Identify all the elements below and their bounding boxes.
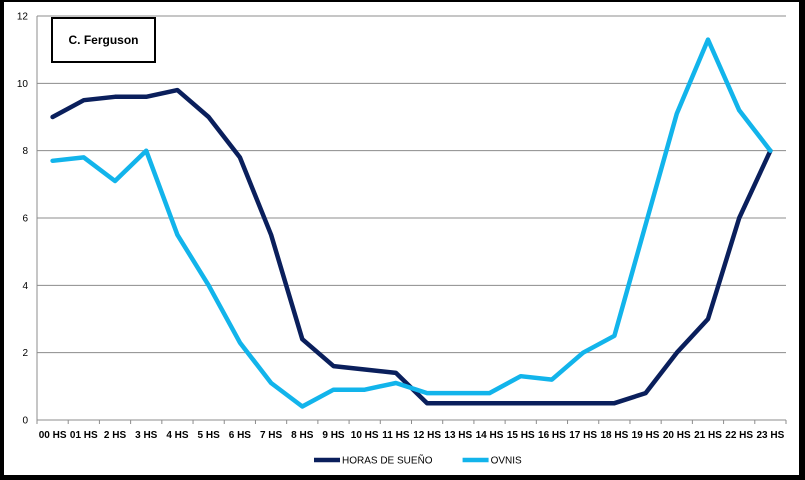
x-tick-label: 2 HS bbox=[104, 430, 127, 441]
series-line-2 bbox=[50, 37, 773, 409]
x-tick-label: 10 HS bbox=[351, 430, 379, 441]
annotation-text: C. Ferguson bbox=[68, 33, 139, 47]
gridlines bbox=[37, 15, 786, 354]
x-tick-label: 19 HS bbox=[632, 430, 660, 441]
legend-label-2: OVNIS bbox=[491, 456, 522, 467]
y-tick-label: 0 bbox=[22, 416, 28, 427]
y-tick-label: 8 bbox=[22, 146, 28, 157]
legend: HORAS DE SUEÑO OVNIS bbox=[314, 454, 522, 467]
x-tick-label: 13 HS bbox=[444, 430, 472, 441]
x-tick-label: 01 HS bbox=[70, 430, 98, 441]
y-tick-label: 2 bbox=[22, 348, 28, 359]
x-tick-label: 4 HS bbox=[166, 430, 189, 441]
x-tick-label: 20 HS bbox=[663, 430, 691, 441]
x-tick-label: 17 HS bbox=[569, 430, 597, 441]
x-tick-label: 3 HS bbox=[135, 430, 158, 441]
annotation-box: C. Ferguson bbox=[51, 17, 156, 63]
chart-frame: 0 2 4 6 8 10 12 00 HS 01 HS 2 HS 3 HS 4 HS 5 HS 6 HS… bbox=[4, 2, 799, 475]
x-tick-label: 15 HS bbox=[507, 430, 535, 441]
x-tick-label: 7 HS bbox=[260, 430, 283, 441]
y-axis: 0 2 4 6 8 10 12 bbox=[17, 12, 38, 427]
x-tick-label: 21 HS bbox=[694, 430, 722, 441]
series-lines bbox=[50, 37, 773, 409]
x-tick-label: 8 HS bbox=[291, 430, 314, 441]
x-tick-label: 12 HS bbox=[413, 430, 441, 441]
y-tick-label: 12 bbox=[17, 12, 29, 23]
line-chart: 0 2 4 6 8 10 12 00 HS 01 HS 2 HS 3 HS 4 HS 5 HS 6 HS… bbox=[17, 12, 787, 467]
x-tick-label: 6 HS bbox=[229, 430, 252, 441]
legend-label-1: HORAS DE SUEÑO bbox=[342, 454, 433, 467]
y-tick-label: 6 bbox=[22, 214, 28, 225]
x-tick-label: 22 HS bbox=[725, 430, 753, 441]
x-tick-label: 11 HS bbox=[382, 430, 410, 441]
x-tick-label: 16 HS bbox=[538, 430, 566, 441]
series-line-1 bbox=[50, 87, 773, 406]
y-tick-label: 4 bbox=[22, 281, 28, 292]
x-tick-label: 18 HS bbox=[600, 430, 628, 441]
x-tick-label: 5 HS bbox=[198, 430, 221, 441]
x-tick-label: 23 HS bbox=[756, 430, 784, 441]
x-tick-label: 9 HS bbox=[322, 430, 345, 441]
y-tick-label: 10 bbox=[17, 79, 29, 90]
x-tick-label: 00 HS bbox=[39, 430, 67, 441]
x-axis: 00 HS 01 HS 2 HS 3 HS 4 HS 5 HS 6 HS 7 HS 8 HS 9 … bbox=[36, 419, 787, 441]
x-tick-label: 14 HS bbox=[476, 430, 504, 441]
